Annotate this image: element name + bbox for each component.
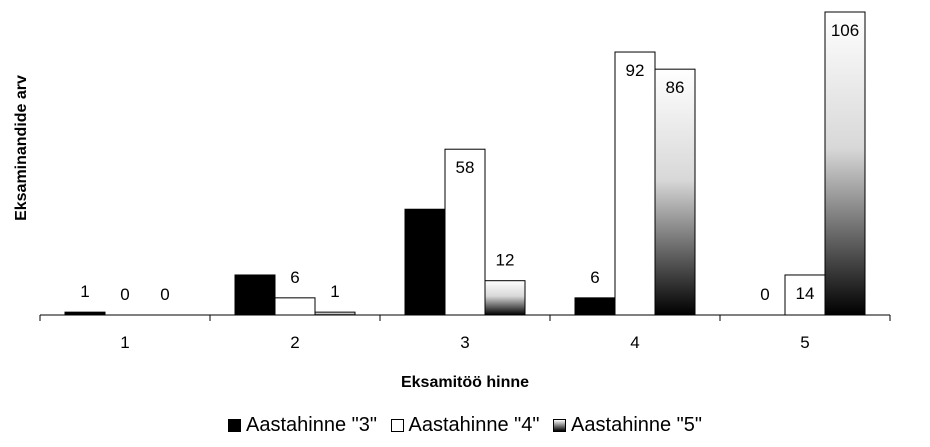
data-label-series3-cat1: 0 <box>160 285 169 304</box>
bar-series3-cat5 <box>824 11 866 316</box>
x-tick-label: 4 <box>630 333 639 352</box>
data-label-series2-cat5: 14 <box>796 284 815 303</box>
value-labels-group: 1 0 0 14 6 1 37 58 12 6 92 86 0 14 106 <box>80 21 859 304</box>
x-tick-label: 1 <box>120 333 129 352</box>
x-tick-label: 3 <box>460 333 469 352</box>
data-label-series1-cat1: 1 <box>80 282 89 301</box>
bar-series1-cat2 <box>234 274 276 316</box>
x-tick-labels: 1 2 3 4 5 <box>120 333 809 352</box>
x-axis-ticks <box>39 315 891 321</box>
data-label-series2-cat1: 0 <box>120 285 129 304</box>
legend-item-series2: Aastahinne "4" <box>390 414 540 437</box>
legend-label-series1: Aastahinne "3" <box>245 414 377 436</box>
legend: Aastahinne "3" Aastahinne "4" Aastahinne… <box>0 414 930 438</box>
legend-swatch-series1 <box>227 419 241 432</box>
x-tick-label: 2 <box>290 333 299 352</box>
data-label-series3-cat4: 86 <box>666 78 685 97</box>
x-axis-title: Eksamitöö hinne <box>401 374 529 391</box>
legend-label-series2: Aastahinne "4" <box>408 414 540 436</box>
data-label-series3-cat5: 106 <box>831 21 859 40</box>
data-label-series3-cat3: 12 <box>496 251 515 270</box>
data-label-series1-cat4: 6 <box>590 268 599 287</box>
legend-label-series3: Aastahinne "5" <box>571 414 703 436</box>
bar-series2-cat3 <box>444 148 486 316</box>
data-label-series1-cat2: 14 <box>246 284 265 303</box>
data-label-series2-cat3: 58 <box>456 158 475 177</box>
data-label-series2-cat4: 92 <box>626 61 645 80</box>
legend-swatch-series2 <box>390 419 404 432</box>
y-axis-title: Eksaminandide arv <box>13 75 30 221</box>
legend-swatch-series3 <box>553 419 567 432</box>
data-label-series3-cat2: 1 <box>330 282 339 301</box>
bar-series1-cat4 <box>574 297 616 316</box>
legend-item-series1: Aastahinne "3" <box>227 414 377 437</box>
data-label-series2-cat2: 6 <box>290 268 299 287</box>
data-label-series1-cat5: 0 <box>760 285 769 304</box>
legend-item-series3: Aastahinne "5" <box>553 414 702 437</box>
bar-series2-cat2 <box>274 297 316 316</box>
bar-series2-cat4 <box>614 51 656 316</box>
x-tick-label: 5 <box>800 333 809 352</box>
bars-group <box>64 11 866 316</box>
data-label-series1-cat3: 37 <box>416 218 435 237</box>
bar-series3-cat3 <box>484 280 526 316</box>
bar-series1-cat3 <box>404 208 446 316</box>
bar-series3-cat4 <box>654 68 696 316</box>
